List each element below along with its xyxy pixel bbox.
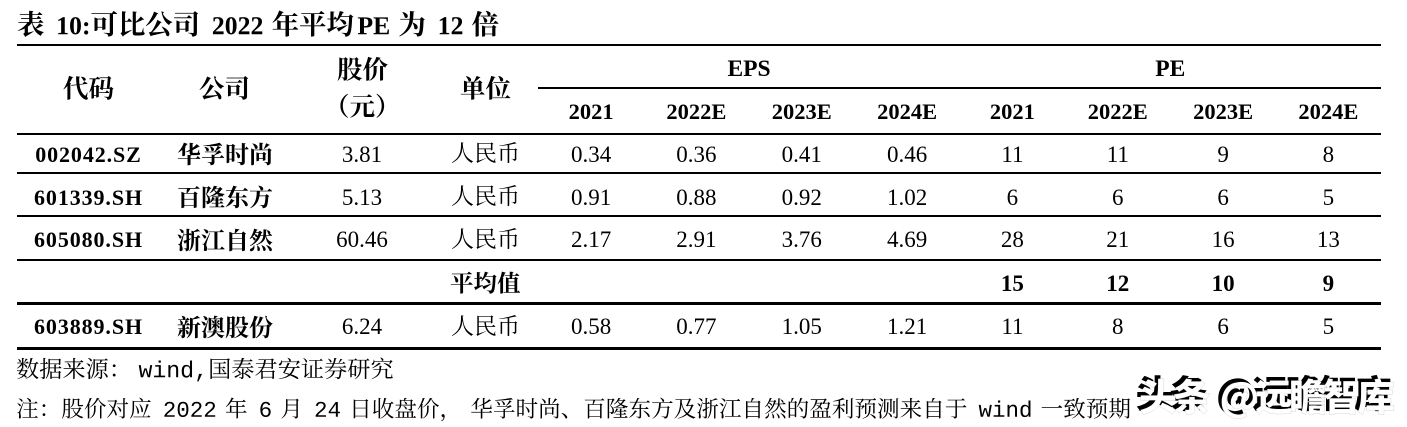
header-rule bbox=[17, 132, 1381, 136]
row-0-pe-0: 11 bbox=[1001, 141, 1024, 167]
row-rule-2 bbox=[17, 215, 1381, 217]
subject-row-company bbox=[177, 314, 273, 343]
row-2-pe-3: 13 bbox=[1316, 227, 1340, 253]
year-header-pe-0: 2021 bbox=[989, 98, 1035, 124]
row-2-pe-1: 21 bbox=[1106, 227, 1130, 253]
row-1-pe-2: 6 bbox=[1217, 184, 1229, 210]
year-header-pe-2: 2023E bbox=[1193, 98, 1254, 124]
row-0-pe-1: 11 bbox=[1106, 141, 1129, 167]
row-2-eps-1: 2.91 bbox=[676, 227, 717, 253]
col-header-price-line2 bbox=[324, 92, 401, 123]
row-1-pe-0: 6 bbox=[1006, 184, 1019, 210]
note-line bbox=[16, 396, 1131, 423]
row-1-price: 5.13 bbox=[341, 184, 383, 210]
subject-row-unit bbox=[451, 313, 520, 341]
year-header-eps-3: 2024E bbox=[877, 98, 938, 124]
row-2-code: 605080.SH bbox=[34, 227, 143, 253]
average-row-pe-0: 15 bbox=[1000, 270, 1024, 296]
row-2-company bbox=[177, 227, 273, 256]
row-rule-4 bbox=[17, 302, 1381, 305]
row-0-company bbox=[177, 141, 273, 170]
row-1-unit bbox=[451, 183, 520, 211]
subject-row-pe-0: 11 bbox=[1001, 314, 1024, 340]
group-rule bbox=[538, 87, 1382, 89]
col-header-price-line1 bbox=[337, 55, 388, 86]
average-row-pe-2: 10 bbox=[1211, 270, 1235, 296]
row-2-pe-2: 16 bbox=[1211, 227, 1235, 253]
row-1-code: 601339.SH bbox=[34, 184, 143, 210]
row-1-eps-0: 0.91 bbox=[570, 184, 612, 210]
row-2-eps-2: 3.76 bbox=[781, 227, 822, 253]
row-2-pe-0: 28 bbox=[1000, 227, 1024, 253]
row-0-eps-3: 0.46 bbox=[886, 141, 928, 167]
source-line bbox=[16, 356, 394, 384]
subject-row-price: 6.24 bbox=[341, 314, 383, 340]
subject-row-pe-3: 5 bbox=[1322, 314, 1335, 340]
col-header-unit bbox=[460, 74, 511, 105]
subject-row-eps-3: 1.21 bbox=[886, 314, 928, 340]
col-header-code bbox=[63, 74, 114, 105]
row-rule-3 bbox=[17, 258, 1381, 262]
row-0-eps-1: 0.36 bbox=[676, 141, 717, 167]
average-row-pe-3: 9 bbox=[1322, 270, 1335, 296]
average-row-pe-1: 12 bbox=[1106, 270, 1130, 296]
row-0-unit bbox=[451, 140, 520, 168]
row-1-eps-2: 0.92 bbox=[781, 184, 822, 210]
bottom-rule bbox=[17, 347, 1381, 351]
row-0-pe-2: 9 bbox=[1217, 141, 1229, 167]
row-2-eps-0: 2.17 bbox=[570, 227, 612, 253]
table-title bbox=[17, 9, 499, 42]
year-header-pe-1: 2022E bbox=[1087, 98, 1148, 124]
year-header-eps-2: 2023E bbox=[771, 98, 832, 124]
row-1-company bbox=[177, 184, 273, 213]
row-2-price: 60.46 bbox=[336, 227, 388, 253]
row-rule-1 bbox=[17, 172, 1381, 175]
row-1-pe-1: 6 bbox=[1112, 184, 1124, 210]
year-header-eps-0: 2021 bbox=[568, 98, 614, 124]
row-0-pe-3: 8 bbox=[1322, 141, 1335, 167]
row-0-eps-0: 0.34 bbox=[570, 141, 612, 167]
row-0-eps-2: 0.41 bbox=[781, 141, 822, 167]
subject-row-eps-1: 0.77 bbox=[676, 314, 717, 340]
subject-row-pe-2: 6 bbox=[1217, 314, 1229, 340]
title-rule bbox=[17, 43, 1381, 46]
row-0-price: 3.81 bbox=[341, 141, 383, 167]
subject-row-pe-1: 8 bbox=[1112, 314, 1124, 340]
subject-row-code: 603889.SH bbox=[34, 314, 143, 340]
row-2-eps-3: 4.69 bbox=[886, 227, 928, 253]
year-header-eps-1: 2022E bbox=[666, 98, 727, 124]
subject-row-eps-0: 0.58 bbox=[570, 314, 612, 340]
watermark bbox=[1134, 371, 1396, 427]
group-header-pe: PE bbox=[1155, 55, 1186, 82]
subject-row-eps-2: 1.05 bbox=[781, 314, 822, 340]
average-row-label bbox=[450, 270, 521, 298]
year-header-pe-3: 2024E bbox=[1298, 98, 1359, 124]
row-1-eps-3: 1.02 bbox=[886, 184, 928, 210]
col-header-company bbox=[199, 74, 250, 105]
row-0-code: 002042.SZ bbox=[35, 141, 142, 167]
row-1-pe-3: 5 bbox=[1322, 184, 1335, 210]
group-header-eps: EPS bbox=[727, 55, 771, 82]
row-1-eps-1: 0.88 bbox=[676, 184, 717, 210]
row-2-unit bbox=[451, 226, 520, 254]
